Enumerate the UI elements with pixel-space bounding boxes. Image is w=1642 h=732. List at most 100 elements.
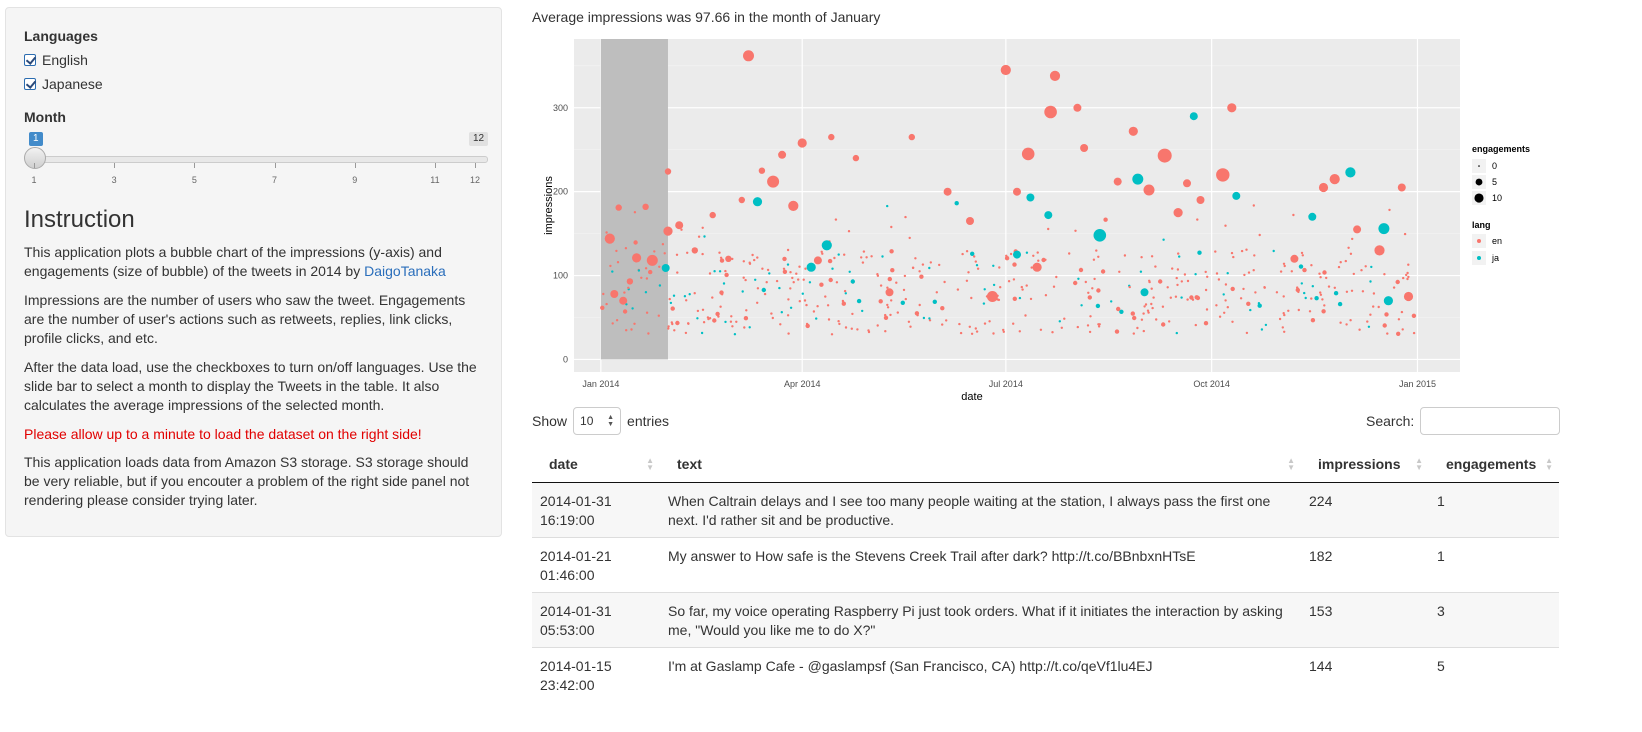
scatter-point <box>903 274 907 278</box>
scatter-point <box>791 276 794 280</box>
scatter-point <box>669 301 673 305</box>
scatter-point <box>1186 298 1189 301</box>
checkbox-english[interactable]: English <box>24 52 88 68</box>
entries-label: entries <box>627 413 670 429</box>
english-checkbox[interactable] <box>24 54 36 66</box>
bubble-point <box>908 133 915 141</box>
scatter-point <box>724 269 727 273</box>
scatter-point <box>889 249 894 254</box>
scatter-point <box>1310 297 1313 300</box>
scatter-point <box>1358 328 1361 331</box>
scatter-point <box>1400 310 1404 314</box>
bubble-point <box>1026 193 1035 202</box>
scatter-point <box>1360 269 1363 272</box>
scatter-point <box>1032 254 1035 257</box>
column-header-impressions[interactable]: impressions ▲ ▼ <box>1301 446 1429 483</box>
sort-icon: ▲ ▼ <box>1415 456 1423 472</box>
scatter-point <box>1401 328 1404 331</box>
scatter-point <box>959 331 963 335</box>
instruction-para-2: Impressions are the number of users who … <box>24 292 466 346</box>
y-tick-label: 0 <box>563 354 568 364</box>
sort-icon: ▲ ▼ <box>646 456 654 472</box>
scatter-point <box>676 271 679 274</box>
scatter-point <box>916 314 919 317</box>
scatter-point <box>1063 317 1066 320</box>
cell-impressions: 144 <box>1301 647 1429 702</box>
scatter-point <box>1300 282 1303 285</box>
scatter-point <box>856 298 862 304</box>
scatter-point <box>928 317 931 320</box>
bubble-point <box>1173 208 1183 218</box>
scatter-point <box>805 303 808 307</box>
slider-max-value: 12 <box>469 132 489 146</box>
scatter-point <box>881 255 884 258</box>
month-slider-handle[interactable] <box>24 147 46 169</box>
scatter-point <box>1222 293 1225 296</box>
bubble-point <box>1329 174 1340 185</box>
checkbox-japanese[interactable]: Japanese <box>24 76 103 92</box>
scatter-point <box>1171 267 1174 270</box>
cell-date: 2014-01-31 05:53:00 <box>532 592 660 648</box>
scatter-point <box>1217 278 1221 281</box>
scatter-point <box>914 257 917 260</box>
scatter-point <box>748 261 751 264</box>
scatter-point <box>1169 296 1172 299</box>
scatter-point <box>1196 218 1199 221</box>
scatter-point <box>1246 301 1251 306</box>
author-link[interactable]: DaigoTanaka <box>364 263 446 279</box>
scatter-point <box>1339 261 1342 264</box>
scatter-point <box>827 258 833 264</box>
column-header-date[interactable]: date ▲ ▼ <box>532 446 660 483</box>
scatter-point <box>633 211 637 214</box>
column-header-engagements[interactable]: engagements ▲ ▼ <box>1429 446 1559 483</box>
scatter-point <box>1283 264 1286 268</box>
scatter-point <box>1369 280 1372 283</box>
y-axis-title: impressions <box>543 176 555 235</box>
bubble-point <box>1140 288 1149 297</box>
bubble-point <box>1216 168 1230 182</box>
column-header-text[interactable]: text ▲ ▼ <box>660 446 1301 483</box>
scatter-point <box>627 286 630 289</box>
table-row: 2014-01-15 23:42:00 I'm at Gaslamp Cafe -… <box>532 647 1559 702</box>
scatter-point <box>1197 250 1202 255</box>
cell-date: 2014-01-31 16:19:00 <box>532 482 660 538</box>
column-engagements-label: engagements <box>1446 456 1537 472</box>
slider-tick <box>354 163 356 168</box>
scatter-point <box>1279 270 1283 273</box>
cell-date: 2014-01-15 23:42:00 <box>532 647 660 702</box>
scatter-point <box>761 267 764 270</box>
scatter-point <box>821 252 824 255</box>
scatter-point <box>697 235 701 238</box>
scatter-point <box>1290 270 1293 273</box>
x-tick-label: Oct 2014 <box>1193 379 1230 389</box>
selected-month-highlight <box>600 39 668 360</box>
languages-label: Languages <box>24 28 98 44</box>
japanese-checkbox[interactable] <box>24 78 36 90</box>
legend-color-title: lang <box>1472 220 1491 230</box>
bubble-point <box>1093 229 1107 242</box>
scatter-point <box>756 256 759 259</box>
scatter-point <box>770 312 773 315</box>
scatter-point <box>1139 270 1143 273</box>
scatter-point <box>956 288 960 291</box>
month-slider-track[interactable] <box>34 156 488 163</box>
date-value: 2014-01-31 <box>540 603 612 619</box>
scatter-point <box>1118 270 1121 273</box>
search-input[interactable] <box>1420 407 1561 435</box>
scatter-point <box>983 322 987 325</box>
legend-size-label: 5 <box>1492 177 1497 187</box>
bubble-point <box>1397 183 1406 192</box>
scatter-point <box>1272 249 1275 253</box>
scatter-point <box>1226 272 1229 275</box>
bubble-point <box>852 154 860 162</box>
scatter-point <box>1386 332 1389 335</box>
scatter-point <box>1088 330 1092 334</box>
scatter-point <box>862 250 866 253</box>
show-label: Show <box>532 413 568 429</box>
bubble-point <box>632 253 642 263</box>
bubble-point <box>1049 70 1061 81</box>
x-tick-label: Jan 2014 <box>582 379 619 389</box>
page-size-select[interactable]: 10 ▲ ▼ <box>573 407 622 435</box>
legend-color-marker <box>1477 239 1481 243</box>
scatter-point <box>954 201 959 206</box>
